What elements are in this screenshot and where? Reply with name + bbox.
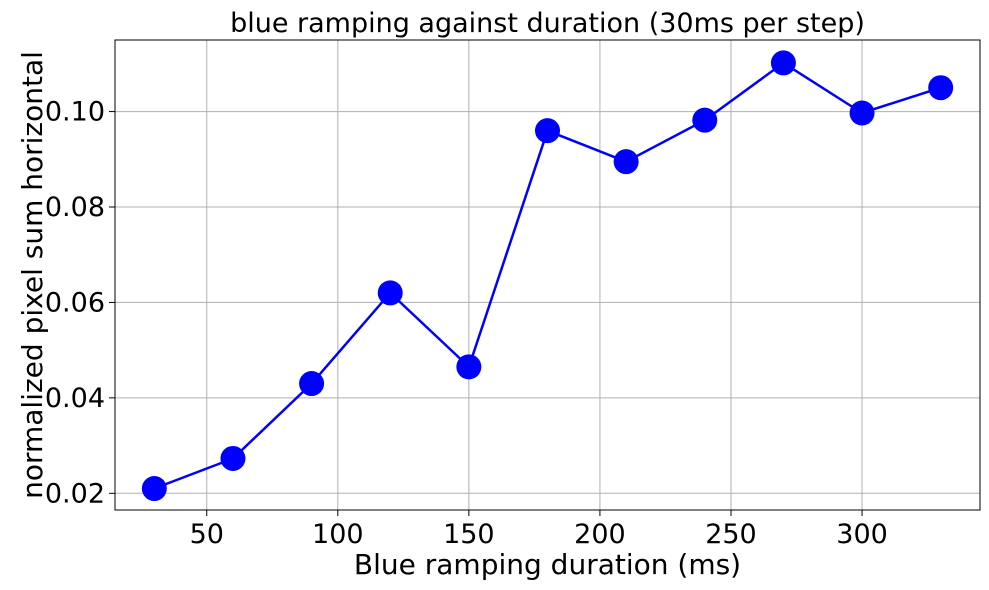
y-tick-label: 0.02 bbox=[45, 478, 105, 509]
ticks: 50 100 150 200 250 300 0.02 0.04 0.06 0.08 0.10 bbox=[45, 97, 888, 550]
y-tick-label: 0.06 bbox=[45, 287, 105, 318]
data-point bbox=[299, 371, 325, 397]
y-axis-label: normalized pixel sum horizontal bbox=[16, 51, 49, 499]
series-layer bbox=[141, 50, 954, 502]
data-point bbox=[849, 100, 875, 126]
data-point bbox=[770, 50, 796, 76]
x-tick-label: 250 bbox=[705, 519, 757, 550]
y-tick-label: 0.08 bbox=[45, 192, 105, 223]
data-point bbox=[613, 149, 639, 175]
data-point bbox=[535, 118, 560, 144]
data-point bbox=[456, 354, 482, 380]
y-tick-label: 0.04 bbox=[45, 383, 105, 414]
x-axis-label: Blue ramping duration (ms) bbox=[354, 548, 741, 581]
x-tick-label: 50 bbox=[190, 519, 224, 550]
data-point bbox=[377, 280, 403, 306]
data-point bbox=[692, 107, 718, 133]
data-point bbox=[141, 476, 167, 502]
y-tick-label: 0.10 bbox=[45, 97, 105, 128]
x-tick-label: 100 bbox=[312, 519, 364, 550]
x-tick-label: 200 bbox=[574, 519, 626, 550]
x-tick-label: 150 bbox=[443, 519, 495, 550]
data-point bbox=[220, 445, 246, 471]
axes-frame bbox=[114, 39, 981, 511]
data-point bbox=[928, 75, 954, 101]
chart-title: blue ramping against duration (30ms per … bbox=[230, 8, 865, 39]
x-tick-label: 300 bbox=[836, 519, 888, 550]
